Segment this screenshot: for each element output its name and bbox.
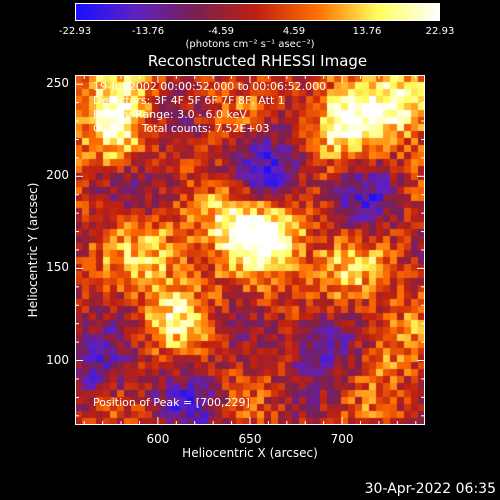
plot-area [75, 75, 425, 425]
annotation-time-range: 19-Jul-2002 00:00:52.000 to 00:06:52.000 [93, 80, 327, 93]
colorbar-tick-label: 22.93 [425, 26, 455, 37]
colorbar-tick-label: 4.59 [282, 26, 306, 37]
annotation-detectors: Detectors: 3F 4F 5F 6F 7F 8F, Att 1 [93, 94, 285, 107]
timestamp: 30-Apr-2022 06:35 [364, 481, 496, 497]
colorbar-tick-label: -22.93 [58, 26, 92, 37]
heatmap-image [75, 75, 425, 425]
x-tick-label: 700 [330, 432, 354, 446]
colorbar-tick-label: 13.76 [352, 26, 382, 37]
annotation-peak-position: Position of Peak = [700,229] [93, 396, 250, 409]
x-axis-label: Heliocentric X (arcsec) [182, 446, 318, 460]
y-tick-label: 250 [46, 76, 69, 91]
colorbar-tick-label: -4.59 [208, 26, 234, 37]
y-tick-label: 150 [46, 260, 69, 275]
color-bar [75, 3, 440, 21]
x-tick-label: 600 [146, 432, 170, 446]
y-axis-label: Heliocentric Y (arcsec) [26, 182, 40, 318]
chart-title: Reconstructed RHESSI Image [147, 52, 368, 70]
colorbar-unit-label: (photons cm⁻² s⁻¹ asec⁻²) [185, 39, 315, 50]
colorbar-tick-label: -13.76 [131, 26, 165, 37]
annotation-method-counts: Clean Total counts: 7.52E+03 [93, 122, 270, 135]
x-tick-label: 650 [238, 432, 262, 446]
y-tick-label: 200 [46, 168, 69, 183]
y-tick-label: 100 [46, 352, 69, 367]
annotation-energy-range: Energy Range: 3.0 - 6.0 keV [93, 108, 247, 121]
